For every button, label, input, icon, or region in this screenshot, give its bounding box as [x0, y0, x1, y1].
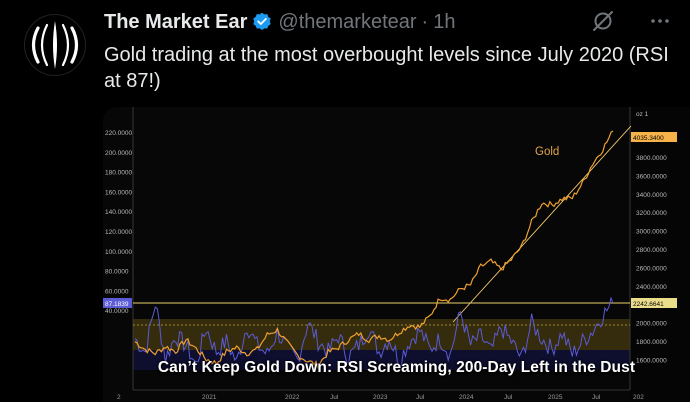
tweet-header: The Market Ear @themarketear · 1h — [104, 10, 455, 34]
x-axis-label: 2023 — [373, 394, 388, 401]
author-name[interactable]: The Market Ear — [104, 11, 248, 33]
reference-level-tag — [631, 298, 677, 308]
x-axis-label: Jul — [592, 394, 601, 401]
chart-caption: Can’t Keep Gold Down: RSI Screaming, 200… — [157, 359, 636, 376]
gold-rsi-chart: Gold oz 1 220.0000 200.0000 180.0000 160.00… — [103, 107, 690, 402]
right-axis-tick: 1600.0000 — [636, 357, 667, 364]
top-right-label: oz 1 — [636, 111, 649, 118]
rsi-band — [133, 350, 630, 370]
right-axis-ticks: 3800.0000 3600.0000 3400.0000 3200.0000 3000… — [636, 155, 667, 364]
x-axis-label: 2022 — [285, 394, 300, 401]
right-axis-tick: 2400.0000 — [636, 284, 667, 291]
rsi-current-tag — [103, 298, 132, 308]
market-ear-logo-icon — [31, 21, 79, 69]
left-axis-tick: 140.0000 — [105, 209, 132, 216]
left-axis-tick: 160.0000 — [105, 189, 132, 196]
grok-icon[interactable] — [591, 9, 615, 33]
x-axis-label: 2 — [117, 394, 121, 401]
x-axis-label: Jul — [416, 394, 425, 401]
right-axis-tick: 3800.0000 — [636, 155, 667, 162]
author-avatar[interactable] — [24, 14, 86, 76]
author-handle[interactable]: @themarketear — [278, 11, 417, 33]
left-axis-tick: 220.0000 — [105, 130, 132, 137]
tweet-timestamp[interactable]: 1h — [433, 11, 456, 33]
right-axis-tick: 2800.0000 — [636, 247, 667, 254]
verified-badge-icon — [253, 12, 272, 31]
left-axis-tick: 200.0000 — [105, 150, 132, 157]
right-axis-tick: 3400.0000 — [636, 192, 667, 199]
right-axis-tick: 3000.0000 — [636, 229, 667, 236]
overbought-band — [133, 319, 630, 350]
right-axis-tick: 1800.0000 — [636, 339, 667, 346]
rsi-series-line — [134, 296, 614, 367]
current-price-tag — [631, 132, 677, 142]
x-axis-label: Jul — [330, 394, 339, 401]
x-axis-label: 2021 — [202, 394, 217, 401]
x-axis-labels: 2 2021 2022 Jul 2023 Jul 2024 Jul 2025 Jul 202 — [117, 394, 644, 401]
x-axis-label: Jul — [504, 394, 513, 401]
current-price-label: 4035.3400 — [633, 135, 664, 142]
separator-dot: · — [421, 11, 429, 33]
right-axis-panel — [630, 107, 690, 402]
x-axis-label: 202 — [633, 394, 644, 401]
trend-line — [452, 125, 632, 323]
tweet-text: Gold trading at the most overbought leve… — [104, 44, 669, 92]
chart-title: Gold — [535, 146, 559, 158]
x-axis-label: 2025 — [548, 394, 563, 401]
rsi-current-label: 87.1839 — [105, 301, 129, 308]
right-axis-tick: 3200.0000 — [636, 210, 667, 217]
reference-level-label: 2242.6641 — [633, 301, 664, 308]
right-axis-tick: 2600.0000 — [636, 265, 667, 272]
left-axis-tick: 120.0000 — [105, 229, 132, 236]
left-axis-ticks: 220.0000 200.0000 180.0000 160.0000 140.0000… — [105, 130, 132, 315]
tweet-media-chart[interactable]: Gold oz 1 220.0000 200.0000 180.0000 160.00… — [103, 107, 690, 402]
gold-series-line — [134, 130, 614, 370]
right-axis-tick: 3600.0000 — [636, 173, 667, 180]
right-axis-tick: 2000.0000 — [636, 321, 667, 328]
left-axis-tick: 40.0000 — [105, 308, 129, 315]
x-axis-label: 2024 — [459, 394, 474, 401]
left-axis-tick: 60.0000 — [105, 288, 129, 295]
more-icon[interactable] — [648, 9, 672, 33]
left-axis-tick: 80.0000 — [105, 269, 129, 276]
left-axis-tick: 180.0000 — [105, 170, 132, 177]
left-axis-tick: 100.0000 — [105, 249, 132, 256]
